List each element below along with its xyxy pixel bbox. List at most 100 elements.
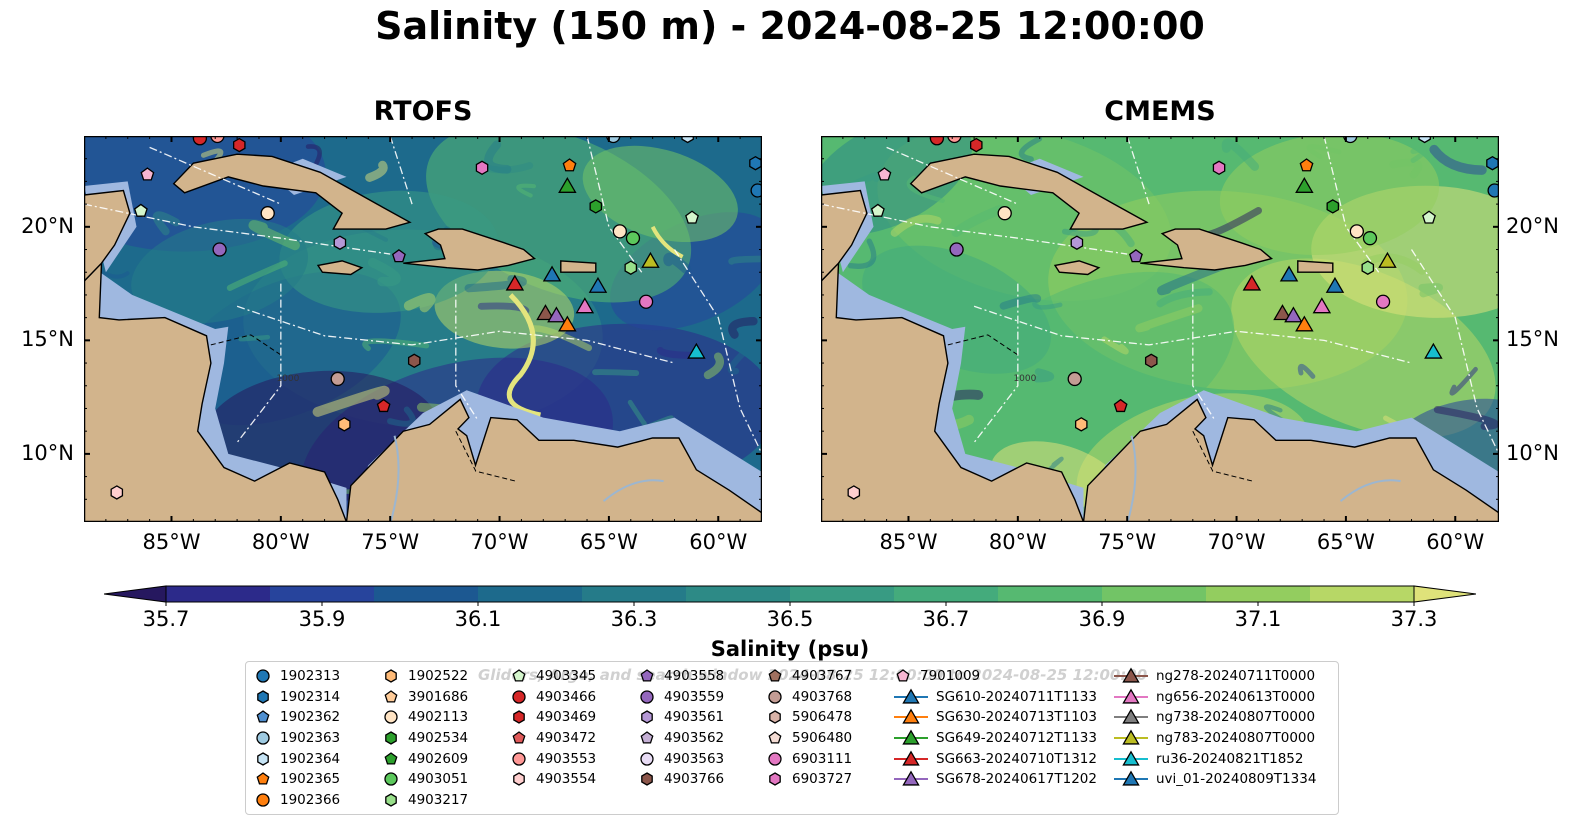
land-jamaica: [1053, 260, 1101, 276]
legend-label: ng738-20240807T0000: [1156, 709, 1316, 726]
colorbar: [103, 584, 1477, 624]
legend-label: 4903558: [664, 668, 725, 685]
legend-label: 1902363: [280, 730, 341, 747]
salinity-filament-rtofs: [387, 406, 416, 427]
glider-marker: [558, 176, 577, 193]
hexagon-marker-icon: [513, 772, 525, 787]
salinity-filament-rtofs: [152, 211, 181, 236]
salinity-filament-cmems: [1032, 301, 1063, 310]
argo-float-marker: [877, 167, 892, 181]
legend-item: ng656-20240613T0000: [1114, 687, 1316, 708]
legend-label: 1902314: [280, 688, 341, 705]
glider-marker: [1378, 251, 1397, 268]
salinity-filament-rtofs: [248, 220, 300, 251]
argo-float-marker: [847, 485, 861, 500]
legend-label: ng783-20240807T0000: [1156, 730, 1316, 747]
colorbar-swatch: [1102, 586, 1207, 602]
legend: Gliders, Argo, and search window 2024-08…: [245, 661, 1339, 815]
salinity-eddy-cmems: [1219, 136, 1440, 256]
colorbar-swatch: [998, 586, 1103, 602]
x-tick-label-cmems: 75°W: [1098, 530, 1157, 554]
legend-item: 4902609: [382, 748, 468, 769]
eez-boundary: [236, 283, 282, 443]
argo-float-marker: [685, 210, 699, 224]
legend-label: 1902366: [280, 791, 341, 808]
x-tick-label-cmems: 70°W: [1207, 530, 1266, 554]
argo-float-marker: [337, 417, 351, 432]
legend-label: SG663-20240710T1312: [936, 750, 1097, 767]
legend-label: 5906480: [792, 730, 853, 747]
salinity-filament-rtofs: [484, 140, 512, 174]
salinity-filament-cmems: [1306, 144, 1342, 159]
argo-float-marker: [1487, 183, 1499, 198]
legend-label: 4903217: [408, 791, 469, 808]
argo-float-marker: [929, 136, 945, 146]
pentagon-marker-icon: [640, 669, 654, 682]
circle-marker-icon: [640, 690, 654, 704]
land-yucatan: [821, 189, 868, 283]
legend-item: 1902363: [254, 728, 340, 749]
salinity-filament-rtofs: [403, 293, 436, 313]
legend-column: ng278-20240711T0000 ng656-20240613T0000 ng…: [1114, 666, 1316, 790]
argo-float-marker: [970, 137, 983, 153]
land-jamaica: [316, 260, 364, 276]
glider-marker: [1295, 176, 1314, 193]
argo-float-marker: [330, 371, 345, 387]
map-canvas-rtofs: 1000: [84, 136, 762, 522]
circle-marker-icon: [512, 752, 526, 766]
salinity-filament-rtofs: [529, 325, 593, 352]
argo-float-marker: [192, 136, 208, 146]
legend-label: 5906478: [792, 709, 853, 726]
salinity-filament-rtofs: [238, 334, 271, 342]
pentagon-marker-icon: [256, 772, 270, 785]
panel-title-cmems: CMEMS: [1104, 96, 1216, 127]
salinity-filament-rtofs: [365, 160, 388, 182]
land-cuba: [909, 153, 1149, 230]
salinity-filament-cmems: [1389, 158, 1422, 179]
argo-float-marker: [133, 203, 148, 217]
legend-item: 4902534: [382, 728, 468, 749]
salinity-filament-rtofs: [728, 316, 758, 339]
triangle-marker-icon: [1114, 709, 1148, 725]
legend-label: ng278-20240711T0000: [1156, 668, 1316, 685]
glider-marker: [1242, 274, 1262, 291]
colorbar-swatch: [1310, 586, 1415, 602]
legend-item: ng783-20240807T0000: [1114, 728, 1316, 749]
colorbar-extend-min: [103, 585, 167, 603]
glider-marker: [1279, 265, 1299, 282]
triangle-marker-icon: [894, 688, 928, 704]
argo-float-marker: [1361, 260, 1375, 275]
salinity-filament-rtofs: [367, 257, 401, 287]
isobath-label: 1000: [1013, 374, 1036, 384]
salinity-filament-cmems: [1033, 368, 1055, 383]
legend-label: 6903111: [792, 750, 853, 767]
salinity-filament-cmems: [1221, 138, 1260, 171]
pentagon-marker-icon: [512, 731, 526, 744]
salinity-filament-cmems: [1135, 304, 1203, 333]
salinity-filament-cmems: [999, 294, 1042, 310]
legend-item: SG663-20240710T1312: [894, 748, 1097, 769]
salinity-filament-cmems: [1410, 147, 1427, 163]
legend-label: SG678-20240617T1202: [936, 771, 1097, 788]
salinity-filament-cmems: [1429, 144, 1487, 175]
legend-label: ru36-20240821T1852: [1156, 750, 1304, 767]
triangle-marker-icon: [1114, 729, 1148, 745]
argo-float-marker: [681, 136, 694, 144]
eez-boundary: [1192, 283, 1216, 421]
argo-float-marker: [1067, 371, 1082, 387]
glider-marker: [505, 274, 525, 291]
colorbar-swatch: [478, 586, 583, 602]
legend-label: 1902364: [280, 750, 341, 767]
land-south-america: [345, 398, 762, 522]
argo-float-marker: [260, 206, 275, 221]
land-south-america: [1082, 398, 1499, 522]
argo-float-marker: [1343, 136, 1358, 144]
x-tick-label-rtofs: 60°W: [689, 530, 748, 554]
colorbar-swatch: [686, 586, 791, 602]
colorbar-swatch: [894, 586, 999, 602]
eez-boundary: [673, 249, 762, 455]
x-tick-label-cmems: 60°W: [1426, 530, 1485, 554]
hexagon-marker-icon: [385, 793, 397, 807]
y-tick-label-left: 10°N: [21, 440, 74, 465]
land-central-america: [821, 261, 1085, 522]
